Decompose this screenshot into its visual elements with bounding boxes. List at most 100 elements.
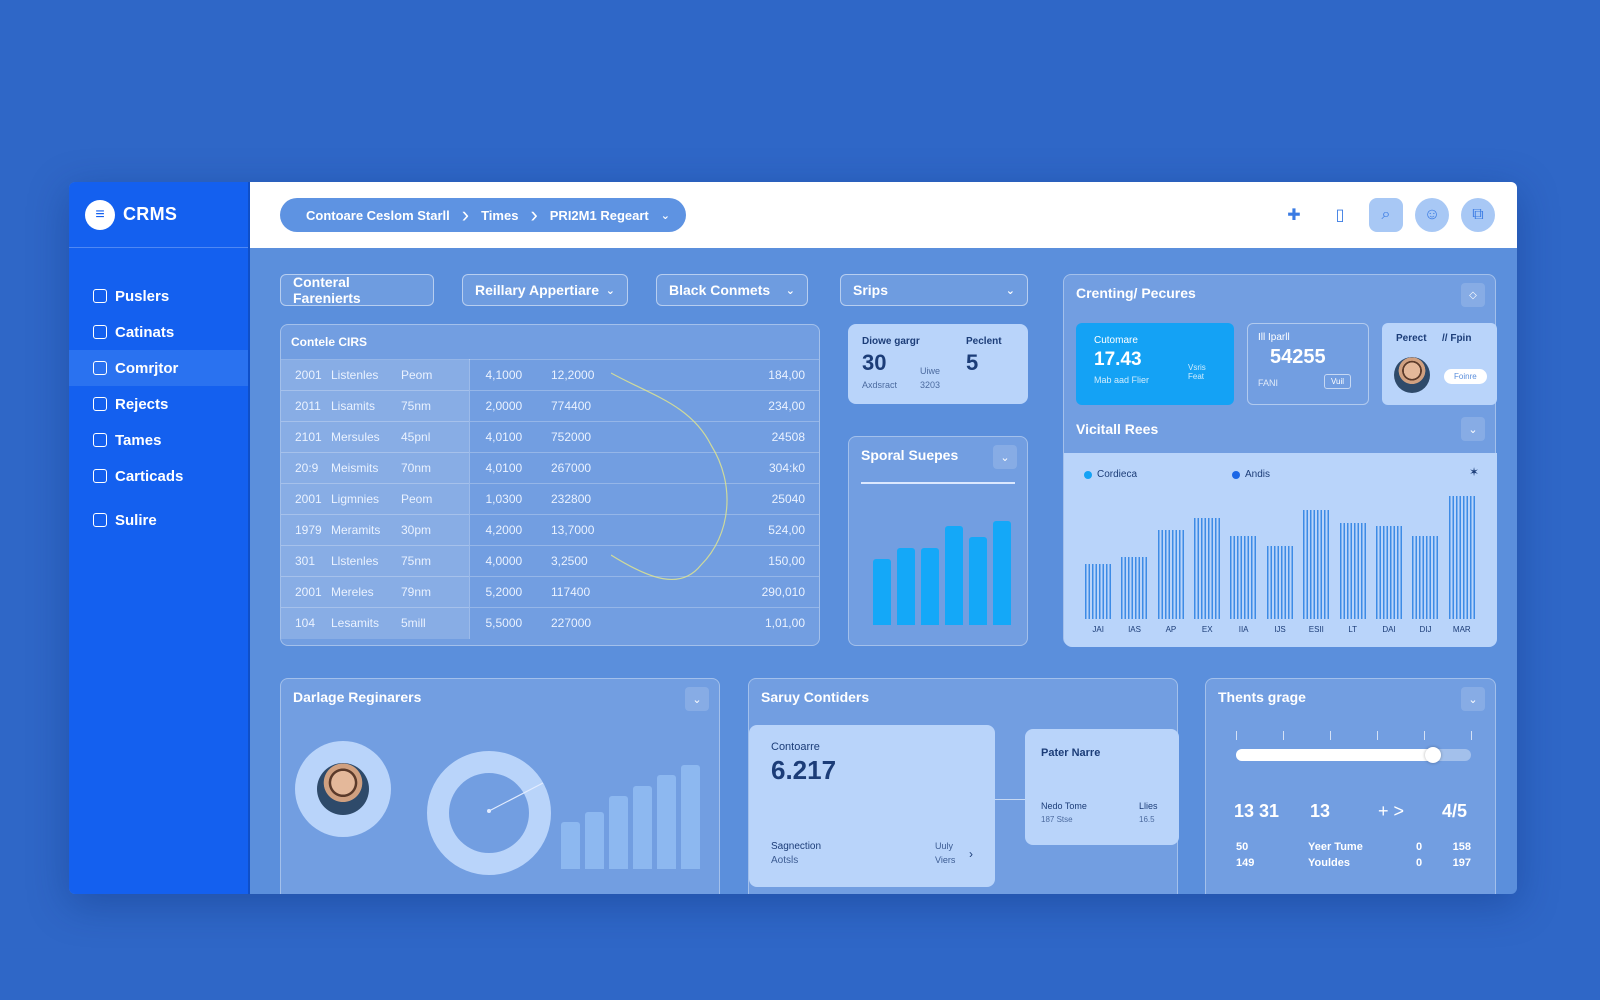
sidebar-item-puslers[interactable]: Puslers <box>69 278 248 314</box>
range-slider[interactable] <box>1236 747 1471 763</box>
table-cell: 227000 <box>551 607 667 639</box>
sidebar-item-tames[interactable]: Tames <box>69 422 248 458</box>
metric-sub: FANI <box>1258 378 1279 388</box>
filter-reillary[interactable]: Reillary Appertiare ⌄ <box>462 274 628 306</box>
metric-label: Ill Iparll <box>1258 332 1290 343</box>
pin-icon[interactable]: ✶ <box>1468 465 1479 479</box>
table-cell: 4,1000 <box>469 359 551 391</box>
filter-label: Srips <box>853 282 889 298</box>
table-row[interactable]: 2011 Lisamits 75nm 2,0000 774400 234,00 <box>281 390 819 422</box>
breadcrumb-item[interactable]: PRI2M1 Regeart <box>549 207 649 223</box>
chart-bar[interactable] <box>969 537 987 625</box>
chevron-down-icon[interactable]: ⌄ <box>993 445 1017 469</box>
chart-bar[interactable] <box>921 548 939 625</box>
table-cell: Peom <box>401 483 470 515</box>
table-cell: 45pnl <box>401 421 470 453</box>
data-table: 2001 Listenles Peom 4,1000 12,2000 184,00 2011… <box>281 359 819 639</box>
divider <box>861 482 1015 484</box>
darlage-bar-chart <box>561 765 706 869</box>
table-cell: 2001 <box>281 483 331 515</box>
table-row[interactable]: 1979 Meramits 30pm 4,2000 13,7000 524,00 <box>281 514 819 546</box>
theme-step-button[interactable]: + > <box>1378 801 1405 821</box>
breadcrumb-item[interactable]: Contoare Ceslom Starll <box>306 207 450 223</box>
x-tick-label: EX <box>1201 625 1213 634</box>
sidebar-item-label: Catinats <box>115 323 175 341</box>
metric-card-perect[interactable]: Perect // Fpin Foinre <box>1382 323 1497 405</box>
stat-card-diowe[interactable]: Diowe gargr 30 Axdsract Uiwe 3203 Peclen… <box>848 324 1028 404</box>
pill-button[interactable]: Foinre <box>1444 369 1487 384</box>
chevron-down-icon[interactable]: ⌄ <box>1461 687 1485 711</box>
chart-bar[interactable] <box>1157 530 1185 619</box>
plus-icon[interactable]: ✚ <box>1287 207 1301 224</box>
chart-bar[interactable] <box>873 559 891 625</box>
chart-bar[interactable] <box>681 765 700 869</box>
metric-side: Vsris Feat <box>1188 363 1206 381</box>
sidebar-item-rejects[interactable]: Rejects <box>69 386 248 422</box>
table-cell: Mersules <box>331 421 401 453</box>
chevron-down-icon[interactable]: ⌄ <box>685 687 709 711</box>
chart-bar[interactable] <box>1448 496 1475 619</box>
filter-conteral[interactable]: Conteral Farenierts <box>280 274 434 306</box>
metric-side-button[interactable]: Vuil <box>1324 374 1352 389</box>
metric-card-iparll[interactable]: Ill Iparll 54255 FANI Vuil <box>1247 323 1369 405</box>
chart-bar[interactable] <box>1230 536 1257 619</box>
chart-bar[interactable] <box>1266 546 1294 619</box>
table-row[interactable]: 104 Lesamits 5mill 5,5000 227000 1,01,00 <box>281 607 819 639</box>
table-cell: 2011 <box>281 390 331 422</box>
slider-knob[interactable] <box>1425 747 1442 763</box>
sidebar-item-comrjtor[interactable]: Comrjtor <box>69 350 248 386</box>
chart-bar[interactable] <box>945 526 963 625</box>
chart-bar[interactable] <box>1303 510 1330 619</box>
chart-bar[interactable] <box>657 775 676 869</box>
table-row[interactable]: 2101 Mersules 45pnl 4,0100 752000 24508 <box>281 421 819 453</box>
chart-bar[interactable] <box>993 520 1011 625</box>
stat-sub: Axdsract <box>862 380 898 390</box>
table-row[interactable]: 2001 Ligmnies Peom 1,0300 232800 25040 <box>281 483 819 515</box>
sidebar-item-label: Rejects <box>115 395 169 413</box>
table-row[interactable]: 20:9 Meismits 70nm 4,0100 267000 304:k0 <box>281 452 819 484</box>
chart-bar[interactable] <box>1121 556 1148 619</box>
survey-side-card[interactable]: Pater Narre Nedo Tome 187 Stse Llies 16.… <box>1025 729 1179 845</box>
app-window: ≡ CRMS Puslers Catinats Comrjtor Rejects… <box>69 182 1517 894</box>
chart-bar[interactable] <box>633 785 652 869</box>
x-tick-label: IAS <box>1128 625 1141 634</box>
avatar <box>1394 357 1430 393</box>
x-tick-label: DIJ <box>1419 625 1432 634</box>
sidebar-item-sulire[interactable]: Sulire <box>69 502 248 538</box>
theme-cell: 149 <box>1236 857 1255 869</box>
card-sub: Nedo Tome <box>1041 801 1087 811</box>
table-row[interactable]: 2001 Mereles 79nm 5,2000 117400 290,010 <box>281 576 819 608</box>
brand[interactable]: ≡ CRMS <box>69 182 248 248</box>
chart-bar[interactable] <box>1375 526 1403 619</box>
metric-card-cutomare[interactable]: Cutomare 17.43 Mab aad Flier Vsris Feat <box>1076 323 1234 405</box>
filter-srips[interactable]: Srips ⌄ <box>840 274 1028 306</box>
donut-pointer <box>487 782 544 813</box>
user-icon[interactable]: ☺ <box>1415 198 1449 232</box>
export-icon[interactable]: ⧉ <box>1461 198 1495 232</box>
chevron-right-icon[interactable]: › <box>969 847 973 861</box>
table-row[interactable]: 2001 Listenles Peom 4,1000 12,2000 184,00 <box>281 359 819 391</box>
table-cell: 5mill <box>401 607 470 639</box>
chart-bar[interactable] <box>1412 536 1439 619</box>
chart-bar[interactable] <box>1339 523 1366 619</box>
chart-bar[interactable] <box>1194 518 1221 619</box>
filter-black[interactable]: Black Conmets ⌄ <box>656 274 808 306</box>
chevron-down-icon[interactable]: ⌄ <box>1461 417 1485 441</box>
table-row[interactable]: 301 Llstenles 75nm 4,0000 3,2500 150,00 <box>281 545 819 577</box>
sidebar-item-catinats[interactable]: Catinats <box>69 314 248 350</box>
sidebar-item-carticads[interactable]: Carticads <box>69 458 248 494</box>
search-icon[interactable]: ⌕ <box>1369 198 1403 232</box>
chart-bar[interactable] <box>585 811 604 869</box>
bookmark-icon[interactable]: ▯ <box>1335 207 1345 224</box>
theme-rows: 50 Yeer Tume 0 158 149 Youldes 0 197 <box>1236 841 1471 873</box>
chevron-down-icon[interactable]: ⌄ <box>660 209 670 222</box>
survey-card[interactable]: Contoarre 6.217 Sagnection Aotsls Uuly V… <box>749 725 995 887</box>
chart-bar[interactable] <box>1085 563 1112 619</box>
breadcrumb-item[interactable]: Times <box>481 207 519 223</box>
chart-bar[interactable] <box>561 822 580 869</box>
chart-bar[interactable] <box>897 548 915 625</box>
settings-icon[interactable]: ◇ <box>1461 283 1485 307</box>
x-tick-label: LT <box>1348 625 1358 634</box>
chart-bar[interactable] <box>609 796 628 869</box>
chart-icon <box>93 325 107 339</box>
